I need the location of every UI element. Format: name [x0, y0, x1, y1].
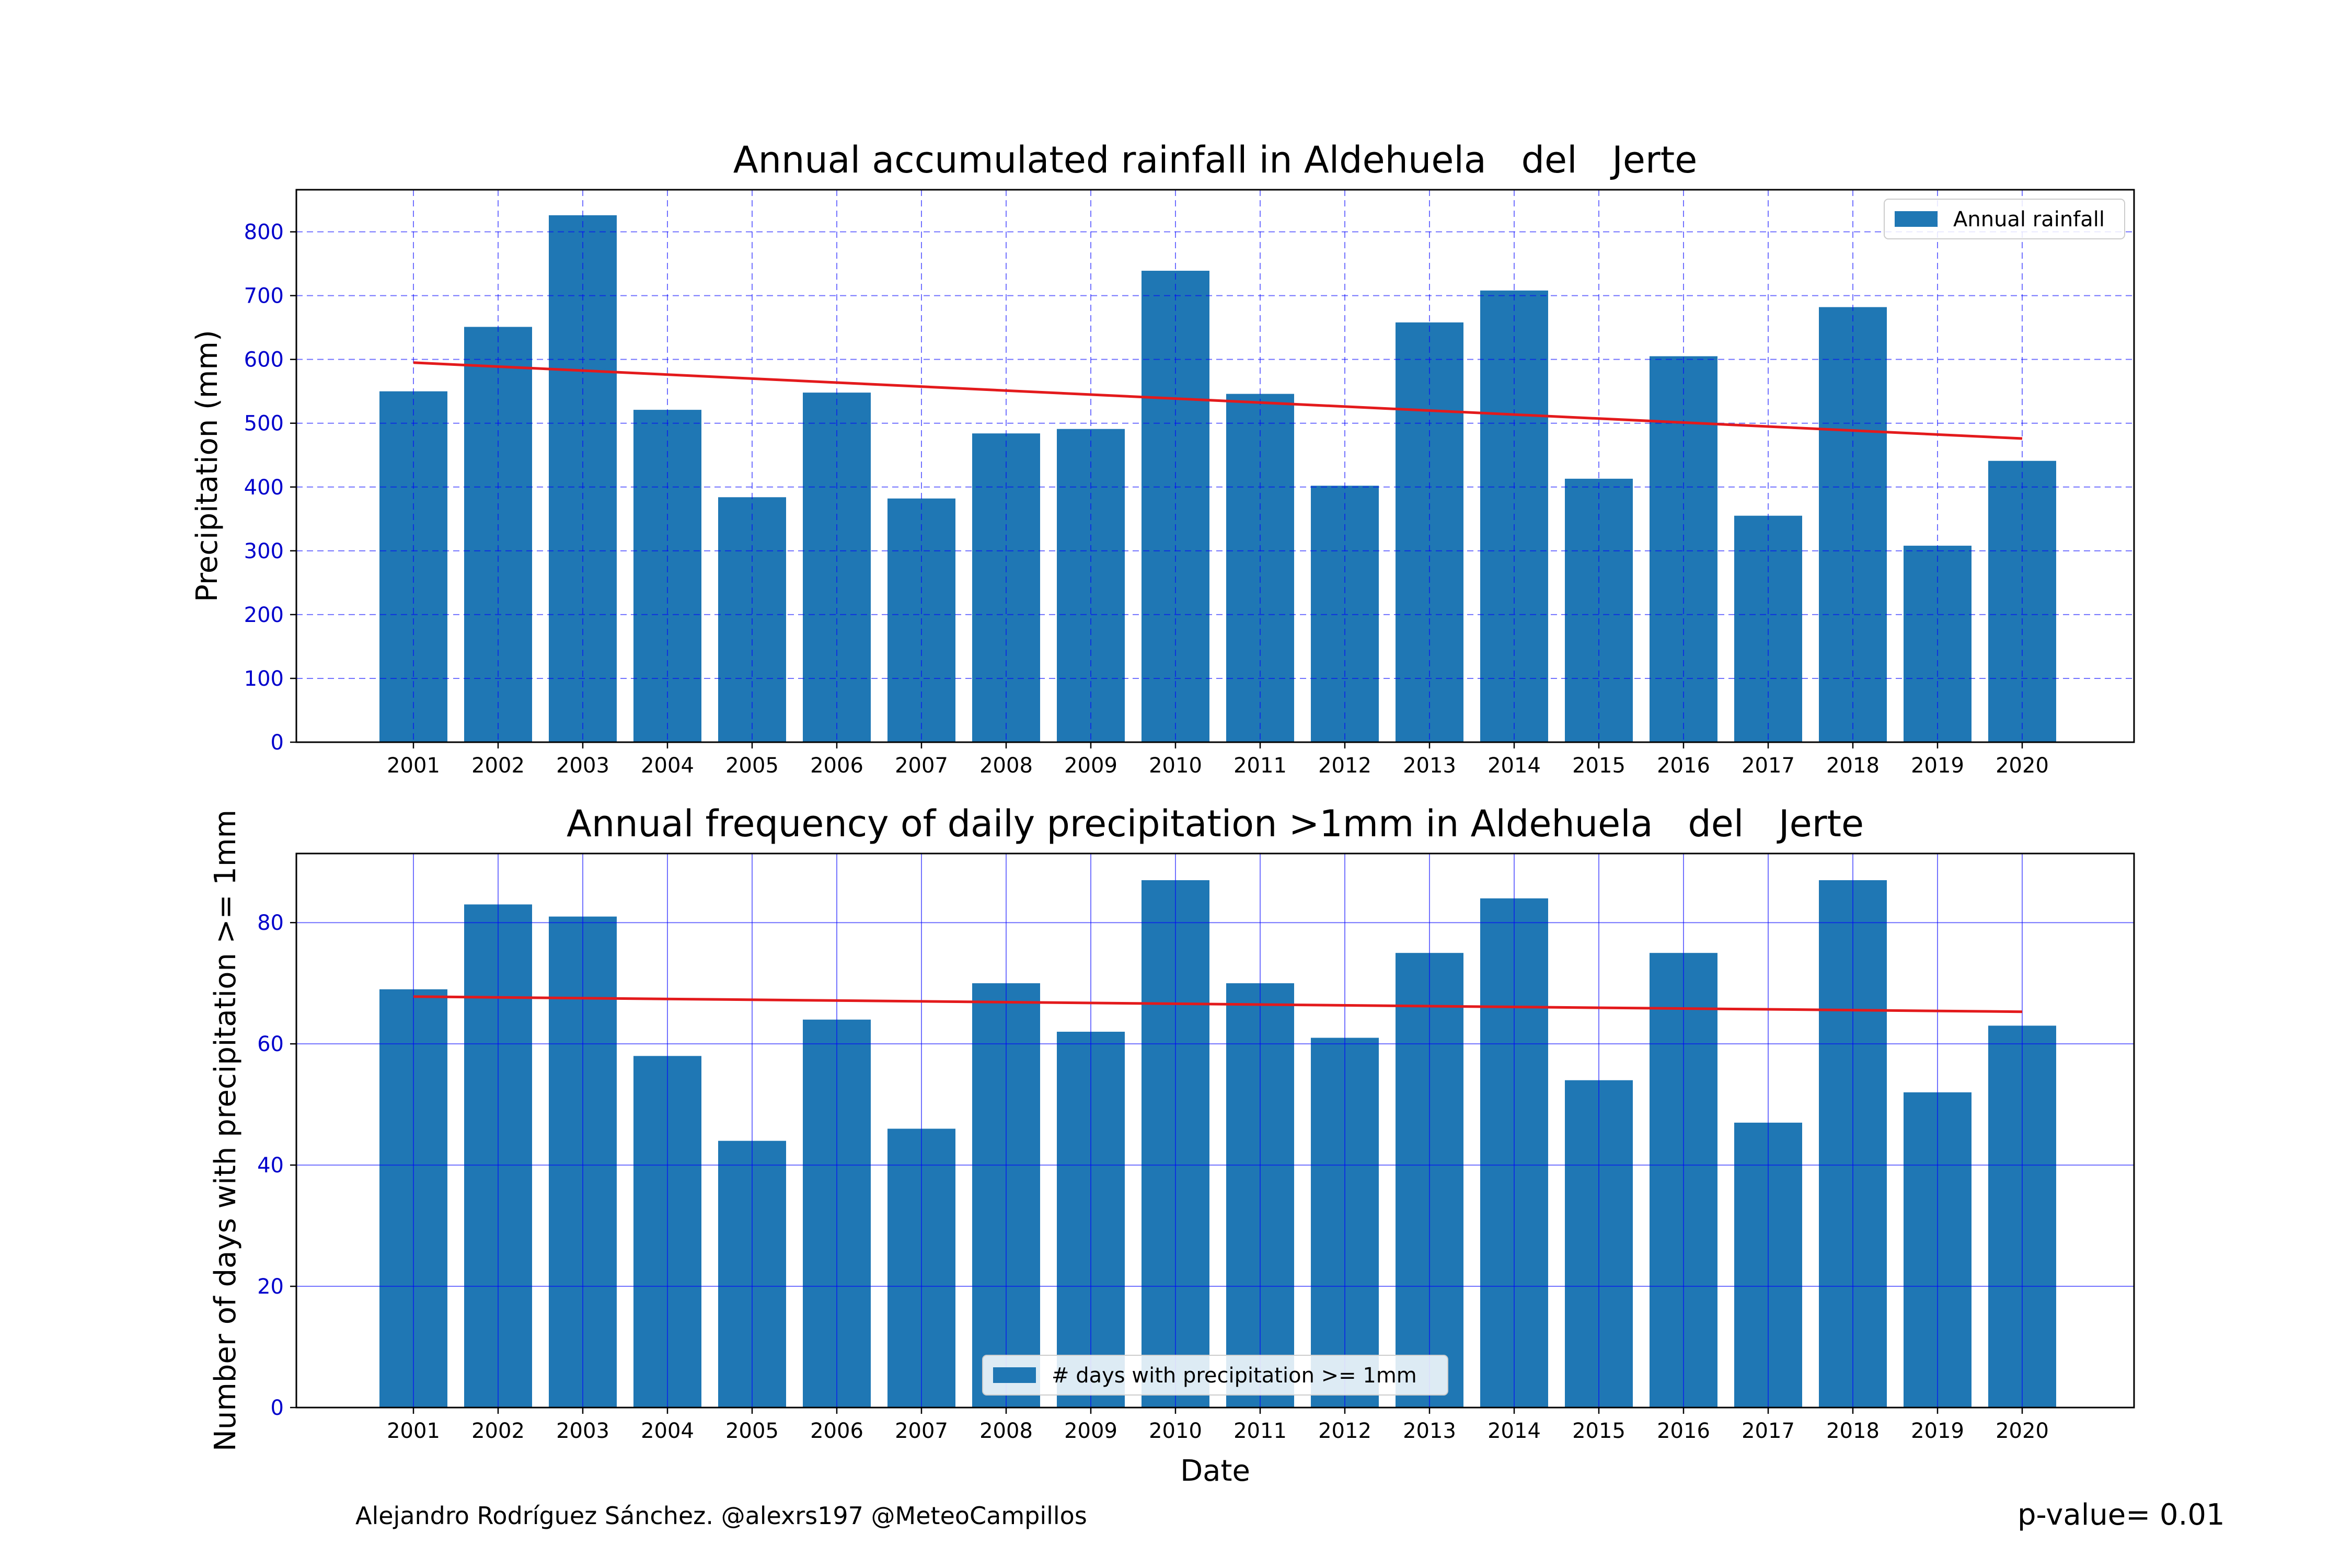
- x-tick-label: 2011: [1233, 1419, 1287, 1443]
- x-tick-label: 2020: [1996, 754, 2049, 778]
- y-tick-label: 500: [244, 412, 284, 436]
- y-tick-label: 20: [257, 1275, 284, 1299]
- x-tick-label: 2004: [641, 1419, 694, 1443]
- x-tick-label: 2016: [1657, 1419, 1710, 1443]
- y-tick-label: 80: [257, 911, 284, 935]
- y-tick-label: 300: [244, 539, 284, 563]
- y-tick-label: 40: [257, 1154, 284, 1178]
- bar-2013: [1396, 322, 1463, 742]
- legend-swatch: [1895, 211, 1938, 227]
- x-tick-label: 2003: [556, 1419, 609, 1443]
- legend-swatch: [993, 1367, 1036, 1383]
- x-tick-label: 2018: [1826, 1419, 1880, 1443]
- x-tick-label: 2019: [1911, 1419, 1964, 1443]
- x-tick-label: 2019: [1911, 754, 1964, 778]
- y-tick-label: 0: [271, 1396, 284, 1420]
- x-tick-label: 2002: [471, 754, 525, 778]
- x-tick-label: 2001: [387, 1419, 440, 1443]
- x-tick-label: 2001: [387, 754, 440, 778]
- x-tick-label: 2013: [1403, 1419, 1456, 1443]
- legend-box: [982, 1355, 1448, 1396]
- y-tick-label: 60: [257, 1032, 284, 1056]
- x-tick-label: 2006: [810, 1419, 863, 1443]
- x-tick-label: 2004: [641, 754, 694, 778]
- x-tick-label: 2007: [895, 1419, 948, 1443]
- x-tick-label: 2012: [1318, 754, 1371, 778]
- x-tick-label: 2017: [1742, 1419, 1795, 1443]
- chart-title: Annual accumulated rainfall in Aldehuela…: [733, 139, 1698, 181]
- y-tick-label: 600: [244, 348, 284, 372]
- y-axis-label: Precipitation (mm): [190, 330, 224, 602]
- x-tick-label: 2009: [1064, 1419, 1117, 1443]
- y-tick-label: 800: [244, 221, 284, 245]
- x-tick-label: 2012: [1318, 1419, 1371, 1443]
- y-axis-label: Number of days with precipitation >= 1mm: [209, 810, 243, 1451]
- x-tick-label: 2014: [1488, 1419, 1541, 1443]
- legend-box: [1884, 199, 2125, 239]
- y-tick-label: 400: [244, 476, 284, 500]
- plot-frame: [295, 189, 2135, 743]
- x-tick-label: 2008: [979, 1419, 1033, 1443]
- trend-line: [413, 361, 2023, 440]
- x-tick-label: 2016: [1657, 754, 1710, 778]
- x-tick-label: 2015: [1572, 754, 1625, 778]
- x-tick-label: 2002: [471, 1419, 525, 1443]
- x-tick-label: 2007: [895, 754, 948, 778]
- legend-label: Annual rainfall: [1953, 207, 2105, 232]
- x-tick-label: 2006: [810, 754, 863, 778]
- chart-title: Annual frequency of daily precipitation …: [567, 802, 1864, 845]
- credit-text: Alejandro Rodríguez Sánchez. @alexrs197 …: [355, 1502, 1087, 1530]
- x-tick-label: 2018: [1826, 754, 1880, 778]
- x-tick-label: 2009: [1064, 754, 1117, 778]
- x-tick-label: 2010: [1149, 754, 1202, 778]
- y-tick-label: 700: [244, 284, 284, 308]
- trend-line: [413, 995, 2023, 1013]
- x-tick-label: 2003: [556, 754, 609, 778]
- x-tick-label: 2017: [1742, 754, 1795, 778]
- y-tick-label: 0: [271, 731, 284, 755]
- p-value-text: p-value= 0.01: [2017, 1498, 2225, 1532]
- x-tick-label: 2015: [1572, 1419, 1625, 1443]
- x-tick-label: 2011: [1233, 754, 1287, 778]
- x-tick-label: 2005: [725, 754, 779, 778]
- x-tick-label: 2020: [1996, 1419, 2049, 1443]
- x-tick-label: 2013: [1403, 754, 1456, 778]
- plot-frame: [295, 852, 2135, 1409]
- x-axis-label: Date: [1180, 1454, 1250, 1488]
- y-tick-label: 200: [244, 603, 284, 627]
- y-tick-label: 100: [244, 667, 284, 691]
- bar-2009: [1057, 429, 1125, 742]
- x-tick-label: 2008: [979, 754, 1033, 778]
- x-tick-label: 2014: [1488, 754, 1541, 778]
- x-tick-label: 2010: [1149, 1419, 1202, 1443]
- x-tick-label: 2005: [725, 1419, 779, 1443]
- legend-label: # days with precipitation >= 1mm: [1052, 1364, 1417, 1388]
